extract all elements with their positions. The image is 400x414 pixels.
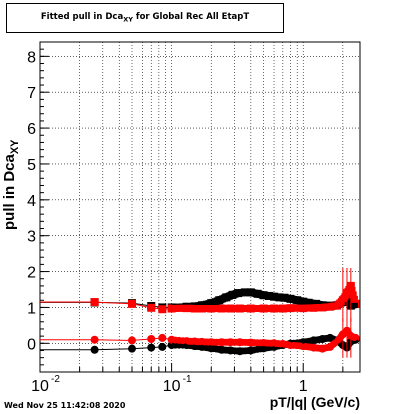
series-fill-marker (296, 342, 304, 350)
series-marker (90, 298, 99, 307)
x-tick-exponent: -1 (183, 374, 192, 385)
series-fill-marker (349, 291, 357, 299)
series-fill-marker (244, 347, 252, 355)
y-tick-label: 1 (27, 300, 36, 317)
series-fill-marker (205, 338, 213, 346)
series-fill-marker (244, 338, 252, 346)
series-fill-marker (234, 305, 242, 313)
x-tick-label: 10 (31, 378, 49, 395)
title-box: Fitted pull in DcaXY for Global Rec All … (6, 3, 284, 33)
y-tick-label: 3 (27, 229, 36, 246)
series-fill-marker (205, 305, 213, 313)
chart-title-rest: for Global Rec All EtapT (132, 12, 250, 22)
y-tick-label: 4 (27, 193, 36, 210)
series-fill-marker (244, 305, 252, 313)
y-tick-label: 8 (27, 49, 36, 66)
series-fill-marker (324, 303, 332, 311)
x-tick-label: 1 (299, 378, 308, 395)
series-marker (158, 342, 167, 351)
series-fill-marker (175, 304, 183, 312)
series-fill-marker (350, 333, 358, 341)
x-tick-label: 10 (163, 378, 181, 395)
series-fill-marker (234, 338, 242, 346)
y-tick-label: 6 (27, 121, 36, 138)
series-fill-marker (256, 345, 264, 353)
series-fill-marker (296, 304, 304, 312)
series-fill-marker (224, 305, 232, 313)
y-tick-label: 2 (27, 265, 36, 282)
series-marker (90, 335, 99, 344)
x-axis-title: pT/|q| (GeV/c) (269, 394, 360, 410)
series-fill-marker (256, 339, 264, 347)
x-tick-exponent: -2 (51, 374, 60, 385)
series-marker (158, 305, 167, 314)
series-fill-marker (171, 304, 179, 312)
series-fill-marker (277, 305, 285, 313)
series-marker (90, 345, 99, 354)
series-fill-marker (215, 338, 223, 346)
y-tick-label: 0 (27, 336, 36, 353)
series-marker (147, 303, 156, 312)
y-tick-label: 7 (27, 85, 36, 102)
series-fill-marker (267, 305, 275, 313)
series-marker (147, 335, 156, 343)
chart-title: Fitted pull in DcaXY for Global Rec All … (7, 12, 283, 24)
series-fill-marker (285, 341, 293, 349)
series-marker (167, 304, 176, 313)
series-marker (127, 344, 136, 353)
series-marker (147, 343, 156, 352)
series-marker (127, 336, 136, 345)
series-fill-marker (179, 337, 187, 345)
series-fill-marker (307, 304, 315, 312)
chart-title-sub: XY (123, 15, 133, 24)
series-marker (127, 299, 136, 308)
series-fill-marker (342, 291, 350, 299)
timestamp: Wed Nov 25 11:42:08 2020 (4, 401, 126, 410)
series-fill-marker (215, 305, 223, 313)
series-fill-marker (350, 295, 358, 303)
series-fill-marker (350, 300, 358, 308)
series-fill-marker (256, 305, 264, 313)
series-fill-marker (285, 304, 293, 312)
series-marker (158, 333, 167, 342)
plot-frame (39, 41, 361, 373)
series-fill-marker (205, 300, 213, 308)
series-fill-marker (316, 304, 324, 312)
y-tick-label: 5 (27, 157, 36, 174)
series-fill-marker (234, 347, 242, 355)
series-fill-marker (179, 304, 187, 312)
series-fill-marker (189, 304, 197, 312)
series-fill-marker (196, 305, 204, 313)
series-fill-marker (348, 286, 356, 294)
chart-title-main: Fitted pull in Dca (40, 12, 124, 22)
series-fill-marker (213, 297, 221, 305)
